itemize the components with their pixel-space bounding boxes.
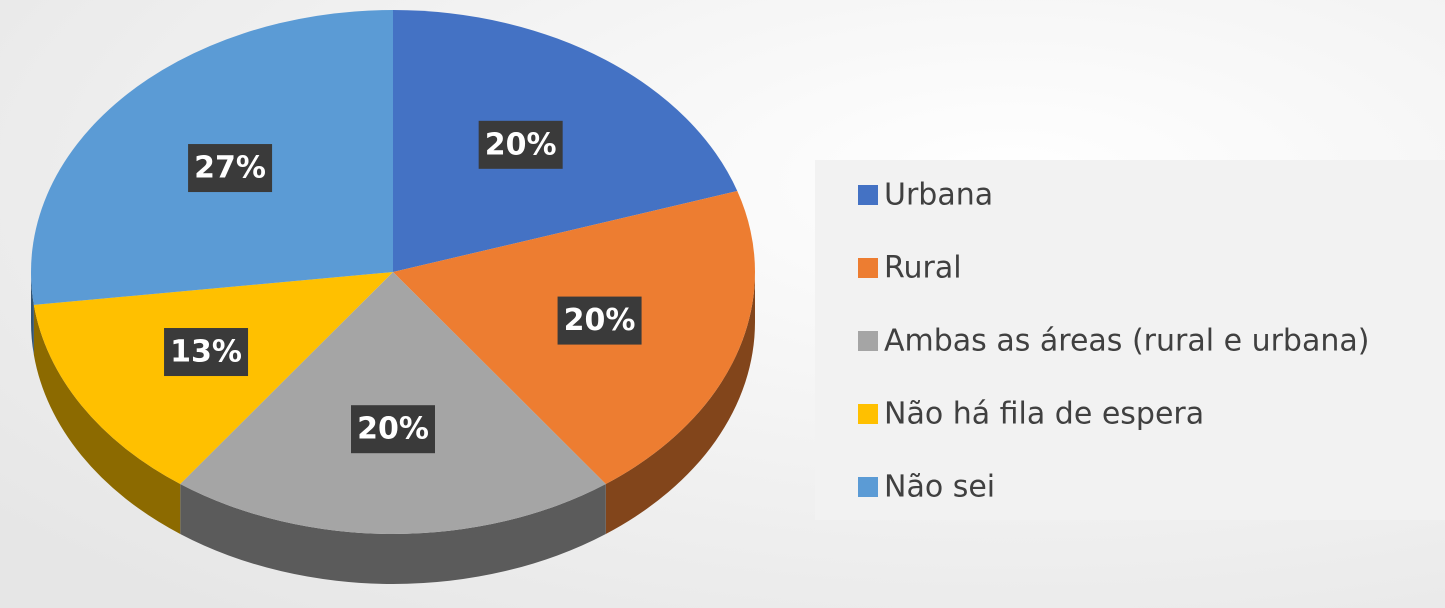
- data-label: 20%: [564, 303, 636, 338]
- legend-label: Ambas as áreas (rural e urbana): [884, 324, 1369, 359]
- slice: [393, 10, 738, 272]
- legend-swatch: [858, 185, 878, 205]
- legend-label: Rural: [884, 251, 962, 286]
- data-label: 27%: [194, 151, 266, 186]
- slice-side: [180, 483, 606, 585]
- slice: [180, 272, 606, 534]
- label-box: [351, 405, 435, 454]
- legend-label: Não há fila de espera: [884, 397, 1204, 432]
- slice-side: [33, 304, 181, 534]
- label-box: [188, 144, 273, 193]
- pie: 20% 20% 20% 13% 27%: [30, 10, 755, 585]
- legend-box: [815, 160, 1445, 520]
- legend-swatch: [858, 258, 878, 278]
- label-box: [164, 328, 249, 377]
- data-label: 20%: [357, 412, 429, 447]
- data-label: 13%: [170, 335, 242, 370]
- label-box: [478, 120, 563, 169]
- slice: [33, 272, 393, 484]
- slice-side: [605, 272, 755, 534]
- data-label: 20%: [485, 127, 557, 162]
- label-box: [557, 296, 642, 345]
- slice-side: [31, 272, 34, 355]
- legend-label: Não sei: [884, 470, 995, 505]
- legend-swatch: [858, 477, 878, 497]
- legend-label: Urbana: [884, 178, 993, 213]
- legend: Urbana Rural Ambas as áreas (rural e urban…: [858, 178, 1369, 505]
- legend-swatch: [858, 331, 878, 351]
- legend-swatch: [858, 404, 878, 424]
